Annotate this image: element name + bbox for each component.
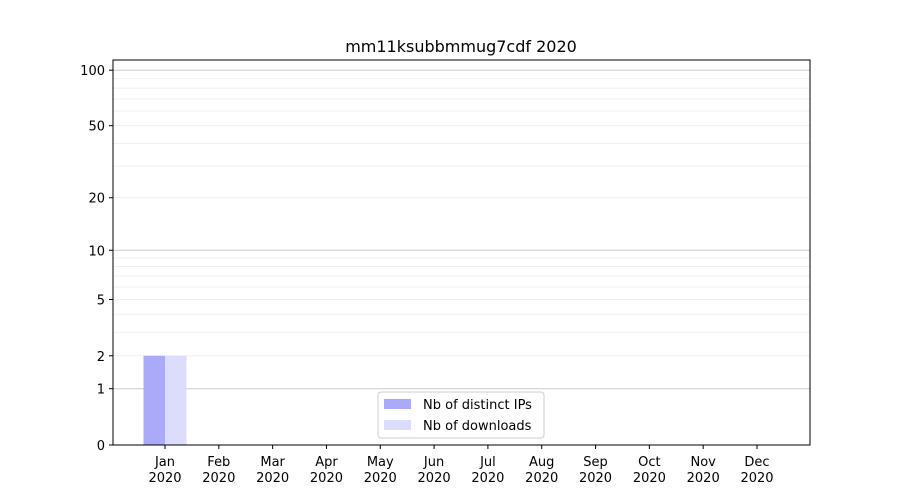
y-tick-label: 2 bbox=[97, 350, 105, 365]
y-tick-label: 1 bbox=[97, 383, 105, 398]
y-tick-label: 100 bbox=[80, 64, 105, 79]
x-tick-label: May 2020 bbox=[364, 455, 397, 486]
plot-frame bbox=[112, 59, 811, 446]
legend-label: Nb of downloads bbox=[423, 419, 532, 434]
x-tick-label: Apr 2020 bbox=[310, 455, 343, 486]
x-tick-label: Nov 2020 bbox=[687, 455, 720, 486]
legend-swatch bbox=[384, 420, 411, 430]
x-tick-label: Jan 2020 bbox=[148, 455, 181, 486]
y-tick-label: 50 bbox=[88, 120, 105, 135]
legend-box bbox=[377, 391, 545, 439]
chart-title: mm11ksubbmmug7cdf 2020 bbox=[345, 37, 577, 56]
legend: Nb of distinct IPs Nb of downloads bbox=[377, 391, 545, 439]
x-tick-label: Oct 2020 bbox=[633, 455, 666, 486]
x-tick-label: Jul 2020 bbox=[471, 455, 504, 486]
x-tick-label: Jun 2020 bbox=[418, 455, 451, 486]
x-tick-label: Feb 2020 bbox=[202, 455, 235, 486]
bar-distinct-ips bbox=[143, 355, 165, 445]
legend-swatch bbox=[384, 399, 411, 409]
x-tick-label: Dec 2020 bbox=[740, 455, 773, 486]
x-tick-label: Mar 2020 bbox=[256, 455, 289, 486]
y-tick-label: 10 bbox=[88, 244, 105, 259]
x-tick-label: Aug 2020 bbox=[525, 455, 558, 486]
y-tick-label: 5 bbox=[97, 293, 105, 308]
legend-label: Nb of distinct IPs bbox=[423, 398, 532, 413]
x-tick-label: Sep 2020 bbox=[579, 455, 612, 486]
bar-downloads bbox=[165, 355, 187, 445]
y-tick-label: 0 bbox=[97, 439, 105, 454]
y-tick-label: 20 bbox=[88, 192, 105, 207]
